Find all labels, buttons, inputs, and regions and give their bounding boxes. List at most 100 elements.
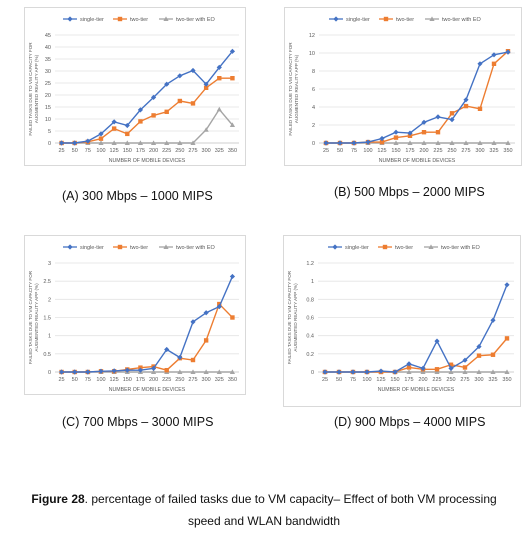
x-tick-label: 225 bbox=[432, 377, 441, 383]
x-tick-label: 200 bbox=[149, 148, 158, 154]
data-point bbox=[435, 367, 439, 371]
x-tick-label: 300 bbox=[474, 377, 483, 383]
data-point bbox=[422, 130, 426, 134]
y-tick-label: 2.5 bbox=[43, 279, 51, 285]
x-tick-label: 50 bbox=[72, 148, 78, 154]
x-tick-label: 50 bbox=[337, 148, 343, 154]
x-tick-label: 125 bbox=[110, 148, 119, 154]
x-tick-label: 275 bbox=[188, 377, 197, 383]
data-point bbox=[491, 353, 495, 357]
chart-svg-b: 02468101225 50 75 100 125 150 175 200 225 250 275 3… bbox=[285, 8, 523, 167]
y-tick-label: 1 bbox=[48, 334, 51, 340]
x-tick-label: 225 bbox=[162, 377, 171, 383]
y-tick-label: 25 bbox=[45, 81, 51, 87]
data-point bbox=[230, 274, 235, 279]
chart-svg-d: 00.20.40.60.811.225 50 75 100 125 150 175 200 22… bbox=[284, 236, 522, 408]
x-tick-label: 25 bbox=[59, 377, 65, 383]
y-tick-label: 0 bbox=[312, 141, 315, 147]
y-tick-label: 0 bbox=[311, 370, 314, 376]
x-axis-title: NUMBER OF MOBILE DEVICES bbox=[109, 158, 186, 164]
legend-marker bbox=[67, 244, 72, 249]
legend-label: single-tier bbox=[80, 17, 104, 23]
x-tick-label: 75 bbox=[85, 148, 91, 154]
x-tick-label: 25 bbox=[59, 148, 65, 154]
x-tick-label: 175 bbox=[404, 377, 413, 383]
data-point bbox=[435, 114, 440, 119]
legend-label: single-tier bbox=[345, 245, 369, 251]
x-tick-label: 200 bbox=[418, 377, 427, 383]
data-point bbox=[492, 62, 496, 66]
legend-marker bbox=[67, 16, 72, 21]
x-tick-label: 300 bbox=[202, 377, 211, 383]
y-axis-title: FAILED TASKS DUE TO VM CAPACITY FOR bbox=[28, 42, 33, 136]
x-tick-label: 150 bbox=[123, 148, 132, 154]
x-tick-label: 100 bbox=[96, 377, 105, 383]
series-line-2 bbox=[62, 109, 233, 143]
x-tick-label: 250 bbox=[175, 148, 184, 154]
y-axis-title: FAILED TASKS DUE TO VM CAPACITY FOR bbox=[288, 42, 293, 136]
x-tick-label: 200 bbox=[419, 148, 428, 154]
data-point bbox=[191, 101, 195, 105]
chart-panel-d: 0 0.2 0.4 0.6 0.8 1 1.2 25 50 75 100 125 150 175 200 22… bbox=[283, 235, 521, 407]
x-tick-label: 300 bbox=[475, 148, 484, 154]
y-axis-title: AUGMENTED REALITY APP (%) bbox=[34, 54, 39, 123]
x-tick-label: 150 bbox=[123, 377, 132, 383]
chart-panel-b: 0 2 4 6 8 10 12 25 50 75 100 125 150 175 200 225 250 275 3… bbox=[284, 7, 522, 166]
y-tick-label: 0.5 bbox=[43, 352, 51, 358]
legend-marker bbox=[118, 17, 122, 21]
x-tick-label: 350 bbox=[503, 148, 512, 154]
x-tick-label: 175 bbox=[405, 148, 414, 154]
x-tick-label: 325 bbox=[489, 148, 498, 154]
data-point bbox=[394, 135, 398, 139]
y-tick-label: 35 bbox=[45, 57, 51, 63]
data-point bbox=[165, 368, 169, 372]
y-axis-title: AUGMENTED REALITY APP (%) bbox=[293, 283, 298, 352]
y-tick-label: 2 bbox=[312, 123, 315, 129]
data-point bbox=[230, 315, 234, 319]
data-point bbox=[151, 113, 155, 117]
y-axis-title: FAILED TASKS DUE TO VM CAPACITY FOR bbox=[28, 270, 33, 364]
caption-d: (D) 900 Mbps – 4000 MIPS bbox=[334, 415, 485, 429]
data-point bbox=[490, 318, 495, 323]
figure-caption: Figure 28. percentage of failed tasks du… bbox=[0, 488, 528, 532]
x-tick-label: 250 bbox=[446, 377, 455, 383]
legend: single-tier two-tier two-tier with EO bbox=[63, 244, 216, 251]
data-point bbox=[165, 110, 169, 114]
x-tick-label: 125 bbox=[377, 148, 386, 154]
y-tick-label: 5 bbox=[48, 129, 51, 135]
x-tick-label: 325 bbox=[215, 148, 224, 154]
data-point bbox=[504, 282, 509, 287]
x-tick-label: 25 bbox=[323, 148, 329, 154]
y-tick-label: 1.2 bbox=[306, 261, 314, 267]
data-point bbox=[436, 130, 440, 134]
series-line-0 bbox=[62, 276, 233, 372]
chart-svg-a: 0 5 10 15 20 25 30 35 40 45 25 50 75 100 125 150 175 200 2… bbox=[25, 8, 247, 167]
x-tick-label: 250 bbox=[175, 377, 184, 383]
data-point bbox=[99, 136, 103, 140]
data-point bbox=[464, 104, 468, 108]
data-point bbox=[434, 339, 439, 344]
legend-marker bbox=[118, 245, 122, 249]
y-tick-label: 0 bbox=[48, 370, 51, 376]
y-tick-label: 40 bbox=[45, 45, 51, 51]
x-tick-label: 75 bbox=[351, 148, 357, 154]
y-tick-label: 0.8 bbox=[306, 297, 314, 303]
y-tick-label: 0 bbox=[48, 141, 51, 147]
x-tick-label: 100 bbox=[363, 148, 372, 154]
legend-label: two-tier with EO bbox=[441, 245, 481, 251]
x-tick-label: 325 bbox=[488, 377, 497, 383]
caption-c: (C) 700 Mbps – 3000 MIPS bbox=[62, 415, 213, 429]
legend-label: single-tier bbox=[346, 17, 370, 23]
x-tick-label: 350 bbox=[228, 377, 237, 383]
legend: single-tier two-tier two-tier with EO bbox=[328, 244, 481, 251]
x-tick-label: 75 bbox=[350, 377, 356, 383]
y-tick-label: 12 bbox=[309, 33, 315, 39]
x-tick-label: 275 bbox=[460, 377, 469, 383]
data-point bbox=[178, 99, 182, 103]
y-tick-label: 20 bbox=[45, 93, 51, 99]
legend: single-tier two-tier two-tier with EO bbox=[63, 16, 216, 23]
series-line-0 bbox=[326, 52, 508, 143]
chart-svg-c: 00.511.522.5325 50 75 100 125 150 175 200 225 250… bbox=[25, 236, 247, 396]
x-tick-label: 300 bbox=[202, 148, 211, 154]
caption-b: (B) 500 Mbps – 2000 MIPS bbox=[334, 185, 485, 199]
